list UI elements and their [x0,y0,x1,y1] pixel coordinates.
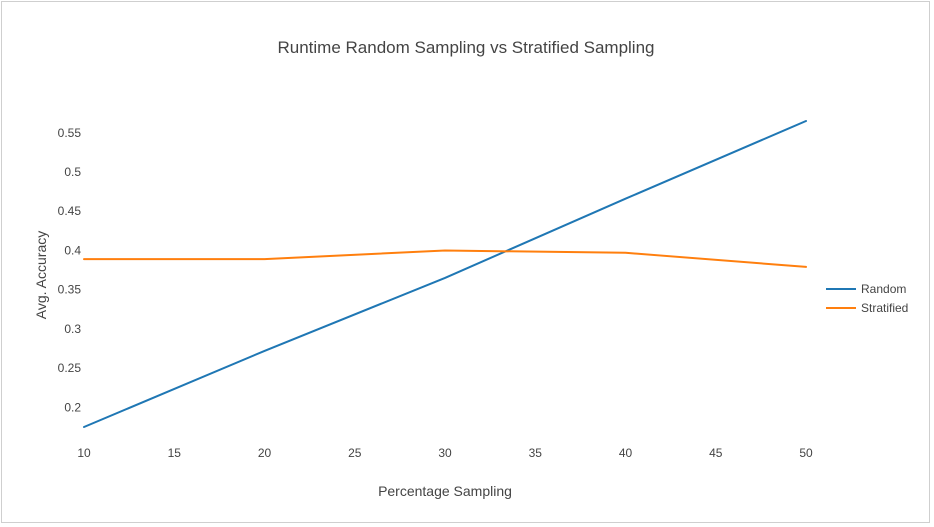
series-line-stratified [83,249,807,268]
series-lines [83,120,807,428]
y-tick-label: 0.35 [58,283,82,297]
y-axis-title: Avg. Accuracy [33,231,49,319]
x-tick-label: 20 [258,446,272,460]
y-tick-label: 0.4 [64,243,81,257]
chart-title: Runtime Random Sampling vs Stratified Sa… [277,38,654,57]
y-tick-label: 0.5 [64,165,81,179]
y-tick-label: 0.2 [64,400,81,414]
legend-item-stratified[interactable]: Stratified [826,301,908,315]
x-tick-label: 30 [438,446,452,460]
y-axis-ticks: 0.2 0.25 0.3 0.35 0.4 0.45 0.5 0.55 [58,126,82,415]
legend-label: Random [861,282,906,296]
legend-label: Stratified [861,301,908,315]
series-line-random [83,120,807,428]
x-tick-label: 50 [799,446,813,460]
legend[interactable]: Random Stratified [826,282,908,315]
x-tick-label: 25 [348,446,362,460]
y-tick-label: 0.3 [64,322,81,336]
x-tick-label: 10 [77,446,91,460]
legend-item-random[interactable]: Random [826,282,906,296]
x-axis-title: Percentage Sampling [378,483,512,499]
x-tick-label: 35 [529,446,543,460]
x-tick-label: 15 [168,446,182,460]
y-tick-label: 0.45 [58,204,82,218]
y-tick-label: 0.25 [58,361,82,375]
y-tick-label: 0.55 [58,126,82,140]
x-tick-label: 45 [709,446,723,460]
x-tick-label: 40 [619,446,633,460]
x-axis-ticks: 10 15 20 25 30 35 40 45 50 [77,446,813,460]
